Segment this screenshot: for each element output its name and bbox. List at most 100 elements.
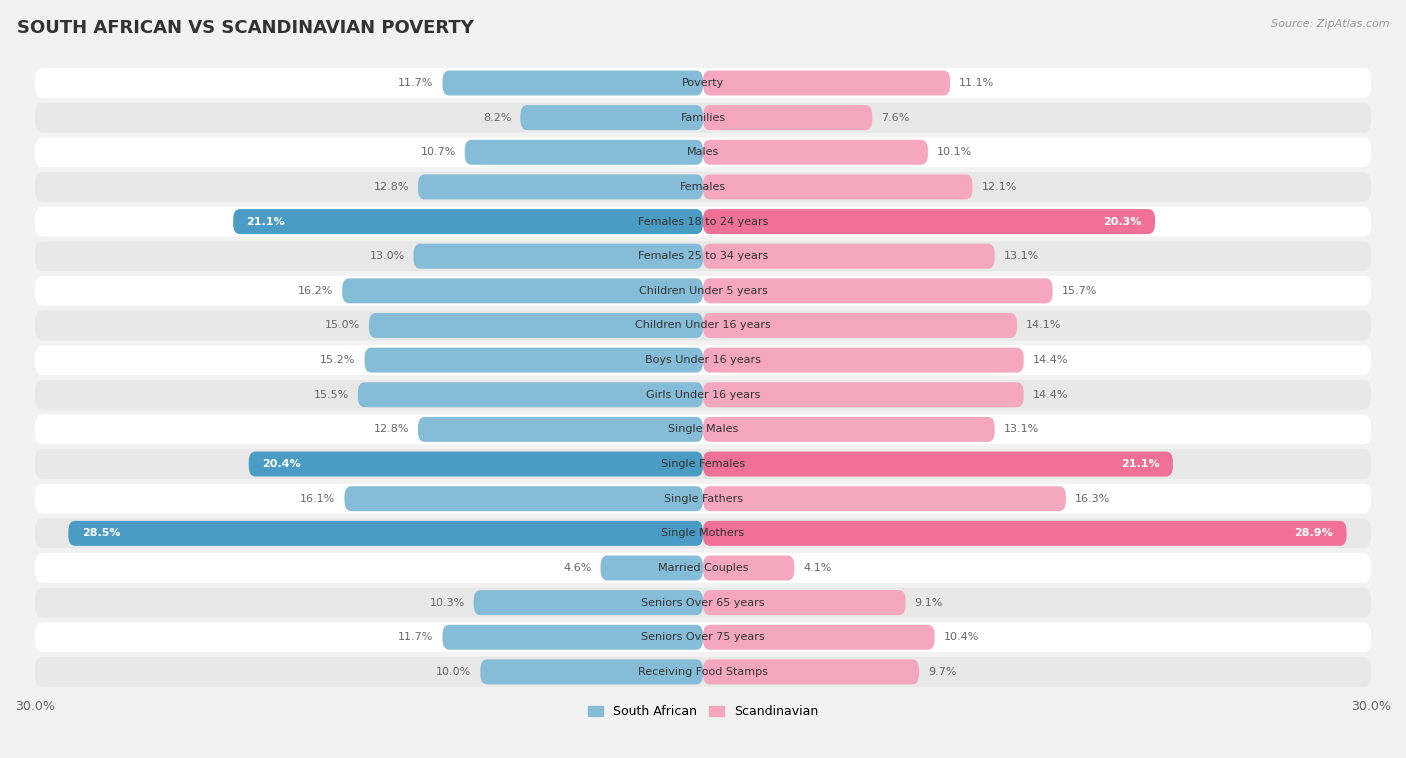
FancyBboxPatch shape xyxy=(703,244,994,268)
FancyBboxPatch shape xyxy=(35,553,1371,583)
FancyBboxPatch shape xyxy=(35,518,1371,548)
Text: 10.4%: 10.4% xyxy=(943,632,979,642)
Text: Families: Families xyxy=(681,113,725,123)
FancyBboxPatch shape xyxy=(481,659,703,684)
FancyBboxPatch shape xyxy=(465,139,703,164)
Text: 15.0%: 15.0% xyxy=(325,321,360,330)
FancyBboxPatch shape xyxy=(520,105,703,130)
Text: 28.5%: 28.5% xyxy=(82,528,120,538)
FancyBboxPatch shape xyxy=(418,174,703,199)
FancyBboxPatch shape xyxy=(35,415,1371,444)
Text: 10.7%: 10.7% xyxy=(420,147,456,157)
FancyBboxPatch shape xyxy=(35,311,1371,340)
Text: Boys Under 16 years: Boys Under 16 years xyxy=(645,356,761,365)
Text: Girls Under 16 years: Girls Under 16 years xyxy=(645,390,761,399)
FancyBboxPatch shape xyxy=(413,244,703,268)
Text: Females: Females xyxy=(681,182,725,192)
Text: 10.0%: 10.0% xyxy=(436,667,471,677)
Legend: South African, Scandinavian: South African, Scandinavian xyxy=(582,700,824,723)
Text: 12.8%: 12.8% xyxy=(374,182,409,192)
Text: 8.2%: 8.2% xyxy=(484,113,512,123)
FancyBboxPatch shape xyxy=(703,174,973,199)
FancyBboxPatch shape xyxy=(69,521,703,546)
FancyBboxPatch shape xyxy=(364,348,703,373)
Text: 14.4%: 14.4% xyxy=(1032,390,1069,399)
FancyBboxPatch shape xyxy=(35,345,1371,375)
Text: Single Fathers: Single Fathers xyxy=(664,493,742,503)
Text: 13.0%: 13.0% xyxy=(370,251,405,262)
Text: 10.3%: 10.3% xyxy=(429,597,465,608)
Text: 13.1%: 13.1% xyxy=(1004,251,1039,262)
FancyBboxPatch shape xyxy=(703,278,1053,303)
FancyBboxPatch shape xyxy=(35,207,1371,236)
Text: 15.7%: 15.7% xyxy=(1062,286,1097,296)
FancyBboxPatch shape xyxy=(703,486,1066,511)
Text: 11.7%: 11.7% xyxy=(398,78,433,88)
Text: 16.1%: 16.1% xyxy=(301,493,336,503)
Text: Males: Males xyxy=(688,147,718,157)
Text: 4.1%: 4.1% xyxy=(803,563,831,573)
FancyBboxPatch shape xyxy=(35,587,1371,618)
FancyBboxPatch shape xyxy=(703,590,905,615)
Text: Females 18 to 24 years: Females 18 to 24 years xyxy=(638,217,768,227)
Text: 21.1%: 21.1% xyxy=(1121,459,1160,469)
Text: Single Males: Single Males xyxy=(668,424,738,434)
FancyBboxPatch shape xyxy=(474,590,703,615)
FancyBboxPatch shape xyxy=(249,452,703,477)
FancyBboxPatch shape xyxy=(703,348,1024,373)
Text: 7.6%: 7.6% xyxy=(882,113,910,123)
FancyBboxPatch shape xyxy=(35,241,1371,271)
Text: Seniors Over 65 years: Seniors Over 65 years xyxy=(641,597,765,608)
FancyBboxPatch shape xyxy=(443,70,703,96)
FancyBboxPatch shape xyxy=(342,278,703,303)
FancyBboxPatch shape xyxy=(703,105,872,130)
FancyBboxPatch shape xyxy=(703,70,950,96)
Text: 14.4%: 14.4% xyxy=(1032,356,1069,365)
FancyBboxPatch shape xyxy=(703,313,1017,338)
Text: Children Under 16 years: Children Under 16 years xyxy=(636,321,770,330)
Text: 14.1%: 14.1% xyxy=(1026,321,1062,330)
FancyBboxPatch shape xyxy=(35,103,1371,133)
FancyBboxPatch shape xyxy=(35,68,1371,98)
FancyBboxPatch shape xyxy=(703,625,935,650)
Text: Source: ZipAtlas.com: Source: ZipAtlas.com xyxy=(1271,19,1389,29)
FancyBboxPatch shape xyxy=(703,452,1173,477)
FancyBboxPatch shape xyxy=(344,486,703,511)
Text: 9.7%: 9.7% xyxy=(928,667,956,677)
FancyBboxPatch shape xyxy=(703,556,794,581)
Text: 4.6%: 4.6% xyxy=(564,563,592,573)
Text: Single Mothers: Single Mothers xyxy=(661,528,745,538)
FancyBboxPatch shape xyxy=(703,417,994,442)
Text: 11.7%: 11.7% xyxy=(398,632,433,642)
Text: 15.5%: 15.5% xyxy=(314,390,349,399)
Text: 12.1%: 12.1% xyxy=(981,182,1017,192)
FancyBboxPatch shape xyxy=(35,484,1371,514)
Text: 16.3%: 16.3% xyxy=(1076,493,1111,503)
Text: 13.1%: 13.1% xyxy=(1004,424,1039,434)
Text: Married Couples: Married Couples xyxy=(658,563,748,573)
FancyBboxPatch shape xyxy=(233,209,703,234)
Text: Seniors Over 75 years: Seniors Over 75 years xyxy=(641,632,765,642)
FancyBboxPatch shape xyxy=(600,556,703,581)
Text: Single Females: Single Females xyxy=(661,459,745,469)
FancyBboxPatch shape xyxy=(35,172,1371,202)
Text: 11.1%: 11.1% xyxy=(959,78,994,88)
FancyBboxPatch shape xyxy=(35,276,1371,305)
FancyBboxPatch shape xyxy=(418,417,703,442)
FancyBboxPatch shape xyxy=(703,659,920,684)
FancyBboxPatch shape xyxy=(35,449,1371,479)
FancyBboxPatch shape xyxy=(703,521,1347,546)
FancyBboxPatch shape xyxy=(359,382,703,407)
Text: 16.2%: 16.2% xyxy=(298,286,333,296)
Text: 20.4%: 20.4% xyxy=(262,459,301,469)
Text: Poverty: Poverty xyxy=(682,78,724,88)
Text: 10.1%: 10.1% xyxy=(936,147,972,157)
Text: 28.9%: 28.9% xyxy=(1295,528,1333,538)
FancyBboxPatch shape xyxy=(35,380,1371,409)
Text: SOUTH AFRICAN VS SCANDINAVIAN POVERTY: SOUTH AFRICAN VS SCANDINAVIAN POVERTY xyxy=(17,19,474,37)
Text: 20.3%: 20.3% xyxy=(1104,217,1142,227)
Text: 9.1%: 9.1% xyxy=(914,597,943,608)
FancyBboxPatch shape xyxy=(703,209,1156,234)
FancyBboxPatch shape xyxy=(443,625,703,650)
FancyBboxPatch shape xyxy=(35,622,1371,652)
